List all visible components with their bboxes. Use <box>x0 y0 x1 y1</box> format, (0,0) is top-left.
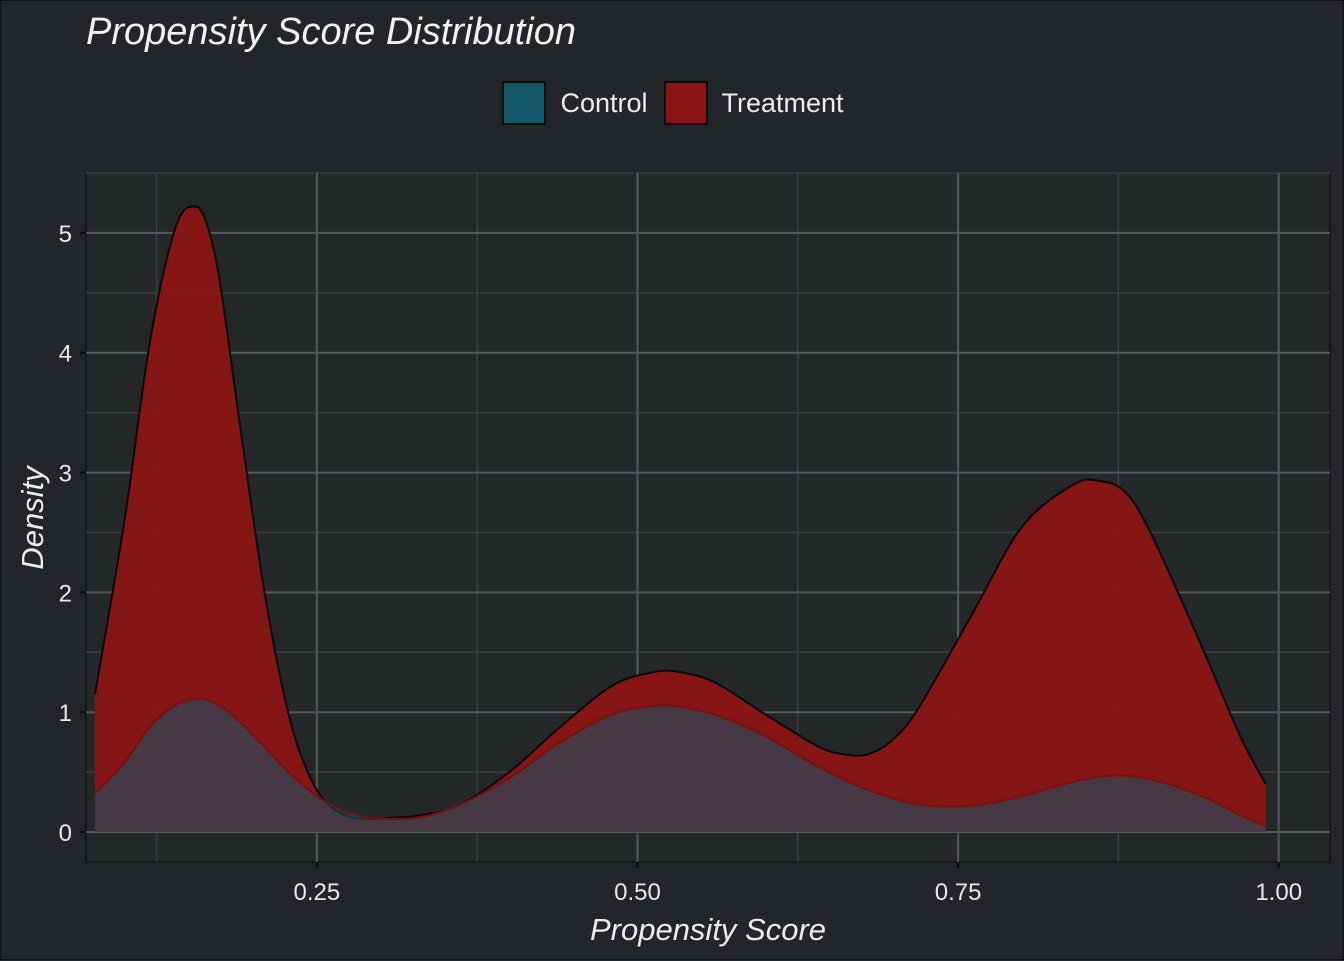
x-axis-ticks: 0.25 0.50 0.75 1.00 <box>293 862 1302 906</box>
density-area-control <box>94 698 1266 833</box>
density-line-control <box>94 697 1267 827</box>
density-line-treatment <box>93 205 1267 821</box>
x-tick-label: 0.50 <box>614 879 661 906</box>
legend-key-control <box>502 81 547 125</box>
x-axis-title: Propensity Score <box>590 912 826 947</box>
y-tick-label: 3 <box>59 461 72 488</box>
x-tick-label: 0.75 <box>935 879 982 906</box>
legend-item-treatment: Treatment <box>663 81 844 125</box>
y-tick-label: 0 <box>59 820 72 847</box>
x-tick-label: 0.25 <box>293 879 340 906</box>
legend-key-treatment <box>663 81 708 125</box>
density-areas <box>93 205 1267 833</box>
y-axis-ticks: 0 1 2 3 4 5 <box>59 221 86 847</box>
y-axis-title: Density <box>15 464 50 570</box>
density-area-treatment <box>94 206 1266 833</box>
legend-item-control: Control <box>502 81 648 125</box>
legend-label-control: Control <box>560 87 648 118</box>
legend-label-treatment: Treatment <box>721 87 844 118</box>
y-tick-label: 2 <box>59 580 72 607</box>
y-tick-label: 5 <box>59 221 72 248</box>
x-tick-label: 1.00 <box>1255 879 1302 906</box>
y-tick-label: 4 <box>59 341 72 368</box>
chart-title: Propensity Score Distribution <box>86 11 576 53</box>
legend: Control Treatment <box>1 81 1344 125</box>
y-tick-label: 1 <box>59 700 72 727</box>
